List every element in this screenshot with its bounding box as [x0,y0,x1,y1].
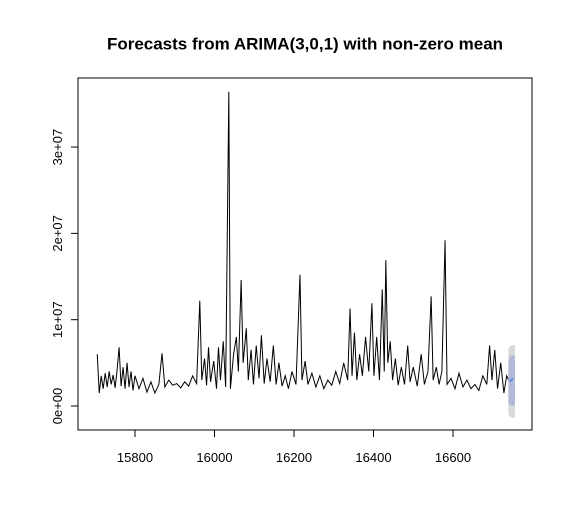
x-tick-label: 15800 [117,450,153,465]
chart-title: Forecasts from ARIMA(3,0,1) with non-zer… [107,34,503,53]
forecast-mean [509,378,514,383]
plot-area [96,91,515,418]
x-tick-label: 16000 [196,450,232,465]
x-tick-label: 16400 [355,450,391,465]
series-line [96,91,510,395]
y-tick-label: 0e+00 [50,388,65,425]
y-tick-label: 3e+07 [50,129,65,166]
y-tick-label: 2e+07 [50,215,65,252]
y-tick-label: 1e+07 [50,301,65,338]
plot-frame [77,77,533,431]
x-tick-label: 16200 [276,450,312,465]
x-tick-label: 16600 [435,450,471,465]
